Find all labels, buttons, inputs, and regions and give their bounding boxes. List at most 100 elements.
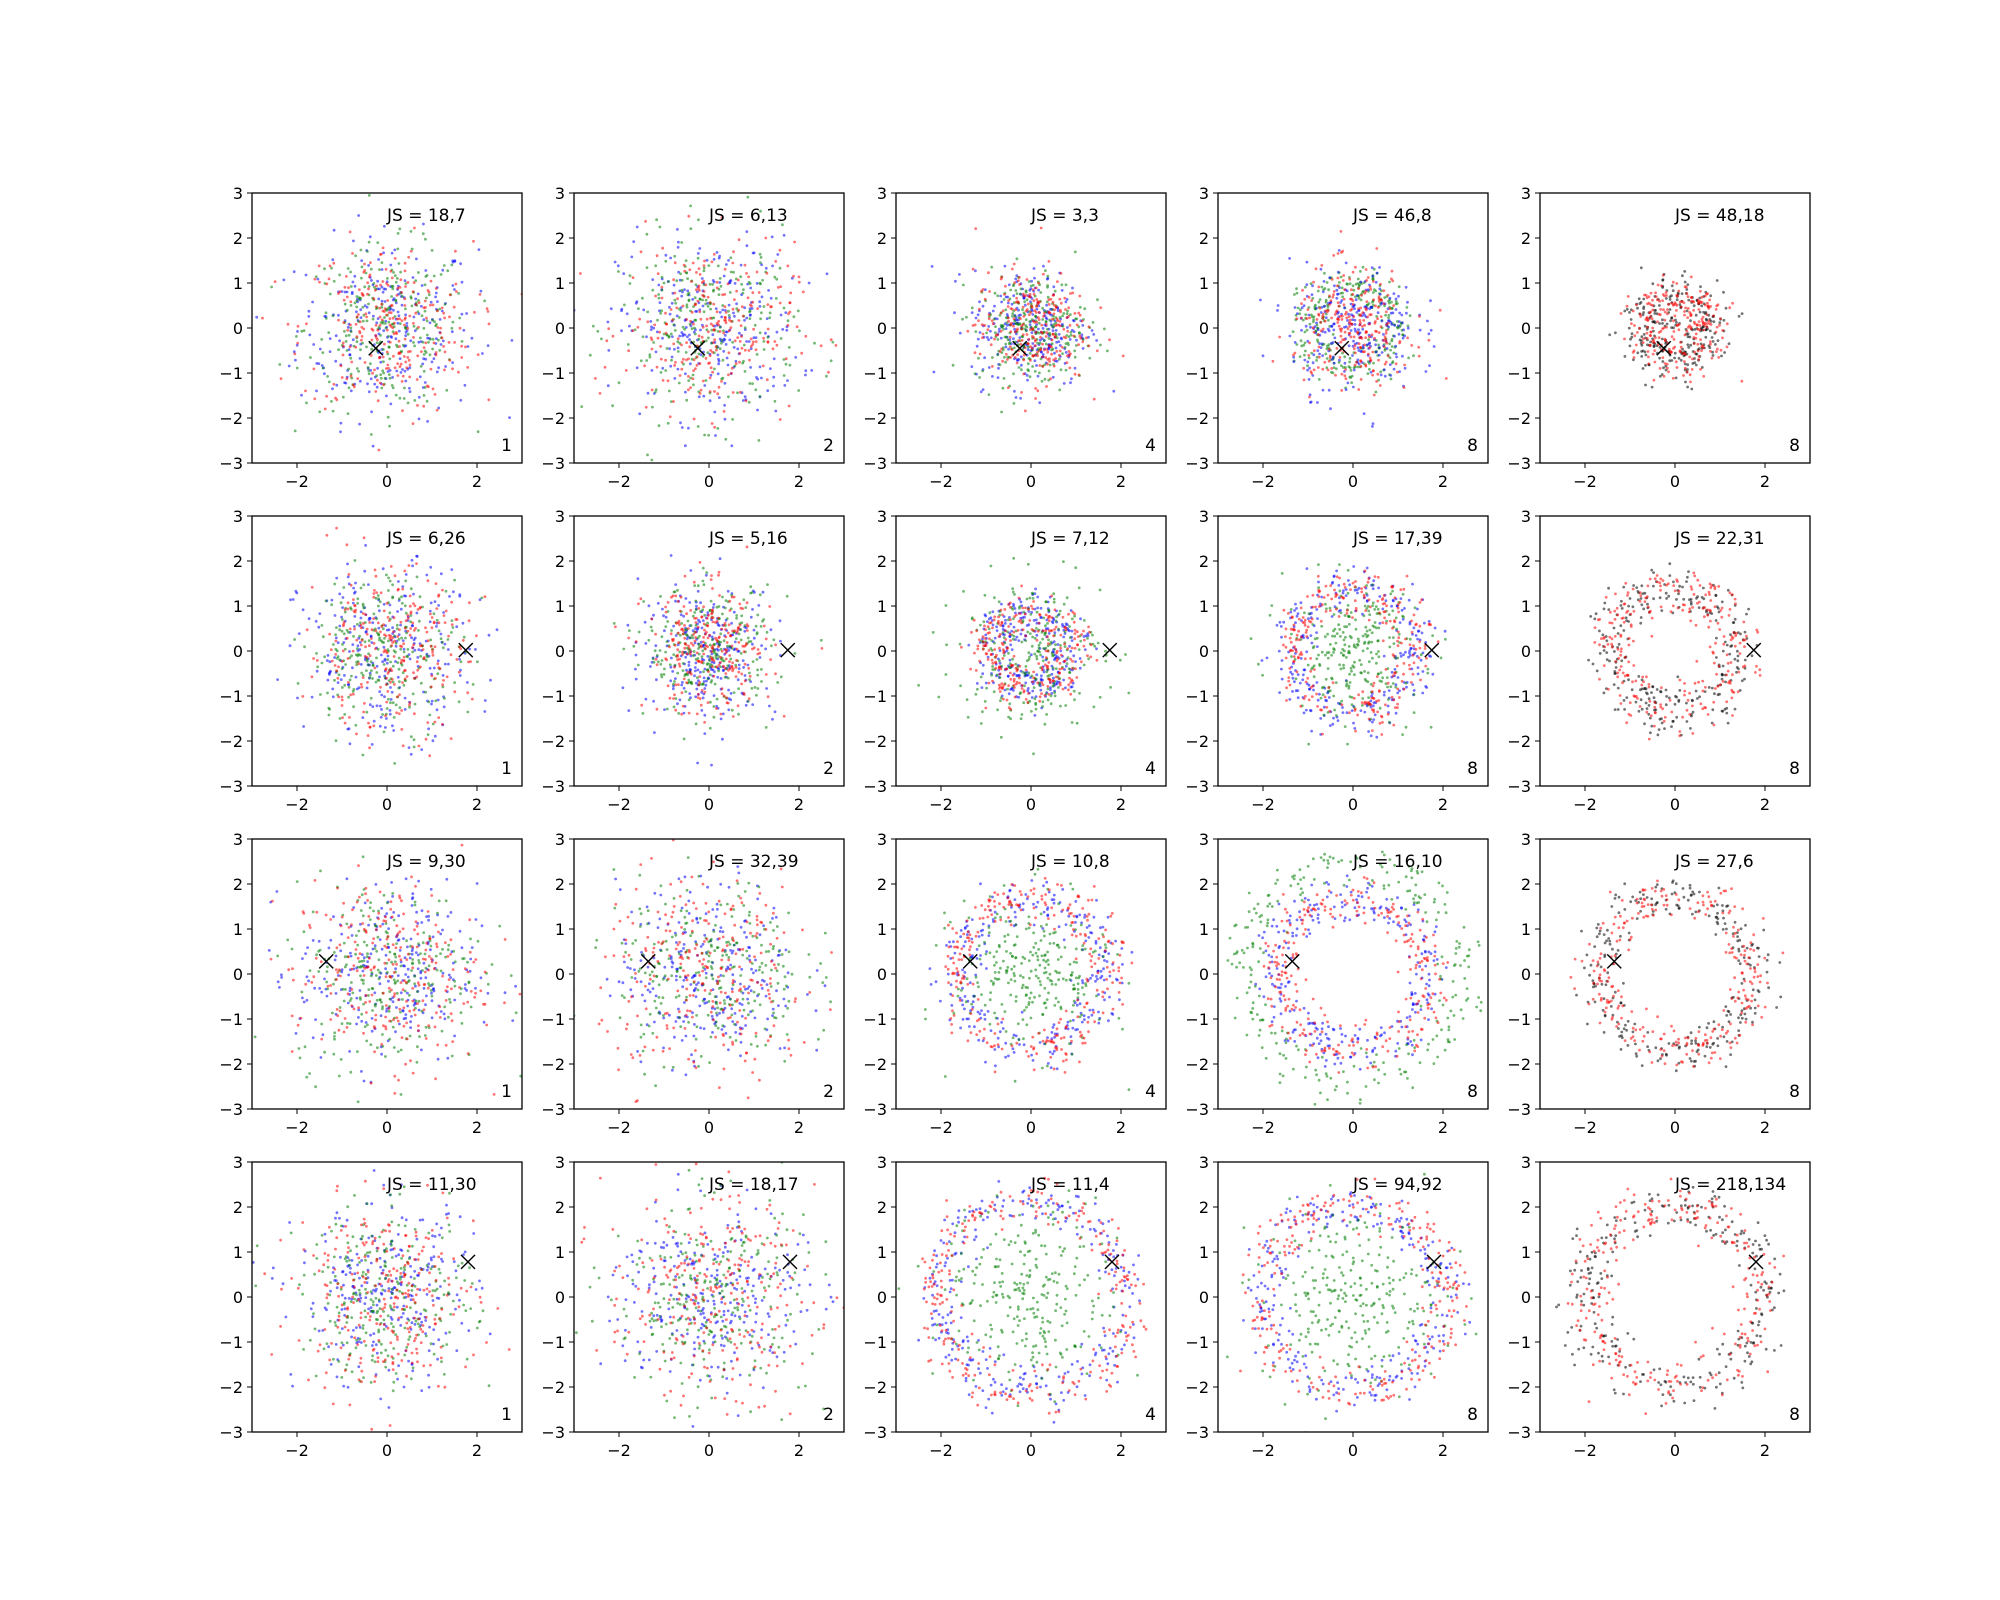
data-point: [396, 675, 400, 679]
data-point: [664, 259, 668, 263]
data-point: [660, 309, 663, 313]
data-point: [773, 340, 777, 343]
data-point: [417, 417, 421, 421]
data-point: [702, 310, 706, 314]
data-point: [1345, 310, 1348, 314]
data-point: [273, 280, 277, 283]
data-point: [380, 625, 384, 628]
data-point: [1642, 311, 1645, 314]
data-point: [294, 589, 298, 593]
data-point: [743, 370, 747, 373]
data-point: [652, 326, 656, 330]
data-point: [1021, 308, 1024, 312]
data-point: [1302, 304, 1306, 307]
data-point: [746, 636, 750, 640]
data-point: [1335, 367, 1338, 371]
data-point: [1310, 371, 1314, 375]
data-point: [384, 650, 388, 653]
data-point: [683, 327, 686, 331]
data-point: [417, 299, 420, 302]
data-point: [764, 266, 768, 270]
data-point: [1335, 347, 1339, 350]
data-point: [1367, 352, 1370, 356]
data-point: [1022, 294, 1026, 298]
data-point: [381, 290, 385, 294]
data-point: [450, 330, 454, 334]
data-point: [426, 639, 430, 643]
y-tick-label: 2: [877, 229, 887, 248]
data-point: [1696, 298, 1700, 302]
data-point: [643, 620, 647, 624]
data-point: [707, 362, 710, 365]
data-point: [411, 692, 415, 696]
data-point: [783, 384, 787, 387]
data-point: [702, 290, 706, 293]
data-point: [1326, 305, 1330, 309]
data-point: [1305, 283, 1309, 286]
data-point: [486, 344, 490, 347]
data-point: [448, 315, 451, 319]
data-point: [458, 326, 462, 330]
data-point: [417, 619, 421, 623]
data-point: [706, 611, 710, 614]
data-point: [422, 657, 426, 660]
data-point: [430, 616, 434, 619]
data-point: [748, 358, 751, 362]
data-point: [743, 674, 747, 677]
data-point: [1351, 303, 1355, 306]
data-point: [422, 690, 425, 694]
data-point: [439, 632, 443, 636]
data-point: [715, 310, 719, 314]
data-point: [1697, 355, 1701, 358]
data-point: [414, 303, 418, 307]
data-point: [689, 376, 693, 380]
data-point: [695, 271, 698, 274]
x-tick-label: −2: [607, 472, 631, 491]
data-point: [776, 253, 780, 256]
data-point: [369, 377, 373, 381]
data-point: [1316, 401, 1319, 404]
data-point: [1682, 374, 1685, 377]
data-point: [377, 597, 380, 601]
data-point: [340, 376, 344, 379]
data-point: [354, 254, 357, 258]
data-point: [380, 302, 384, 306]
data-point: [291, 598, 295, 601]
data-point: [360, 335, 364, 338]
data-point: [397, 686, 401, 690]
data-point: [713, 670, 716, 674]
data-point: [469, 660, 472, 663]
data-point: [727, 351, 731, 355]
data-point: [1293, 341, 1297, 344]
data-point: [651, 288, 655, 292]
data-point: [1649, 310, 1653, 314]
data-point: [1379, 325, 1383, 328]
data-point: [1343, 374, 1347, 378]
data-point: [346, 412, 350, 415]
data-point: [402, 397, 406, 400]
data-point: [347, 333, 351, 337]
data-point: [654, 294, 657, 298]
data-point: [1342, 274, 1346, 277]
data-point: [1058, 320, 1062, 323]
data-point: [693, 611, 697, 614]
data-point: [732, 346, 736, 349]
data-point: [1031, 313, 1035, 316]
data-point: [701, 608, 705, 612]
data-point: [1642, 333, 1646, 336]
y-tick-label: 2: [233, 552, 243, 571]
data-point: [1692, 308, 1695, 312]
data-point: [628, 324, 631, 328]
data-point: [1353, 318, 1357, 322]
data-point: [1703, 321, 1707, 325]
data-point: [399, 620, 403, 624]
data-point: [374, 680, 378, 684]
data-point: [1370, 266, 1374, 269]
data-point: [728, 316, 731, 320]
data-point: [338, 273, 341, 277]
data-point: [1712, 314, 1715, 318]
data-point: [1067, 350, 1071, 353]
data-point: [685, 271, 688, 275]
data-point: [318, 280, 321, 284]
data-point: [1317, 285, 1321, 289]
